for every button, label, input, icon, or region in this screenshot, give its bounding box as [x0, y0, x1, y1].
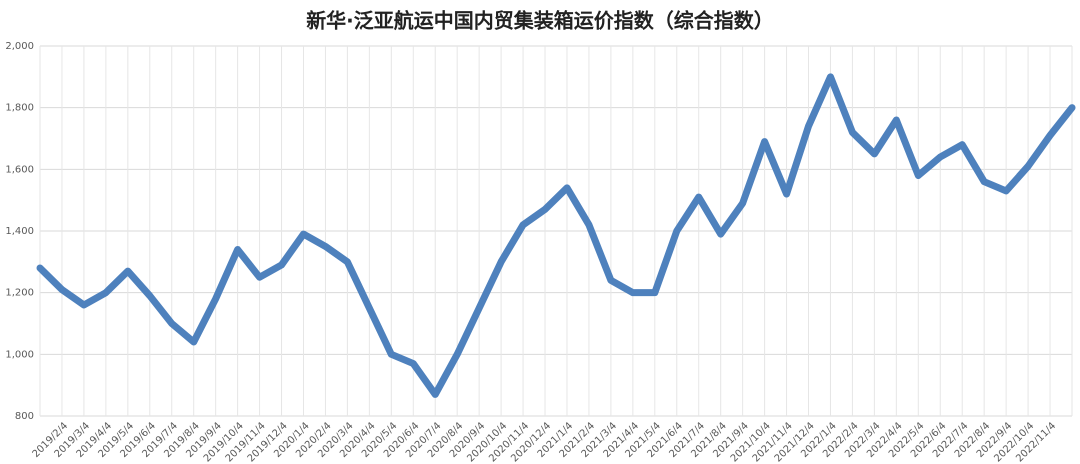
y-tick-label: 1,200: [5, 288, 34, 299]
series-line: [36, 73, 1076, 398]
y-tick-label: 1,400: [5, 226, 34, 237]
y-tick-label: 1,600: [5, 164, 34, 175]
y-tick-label: 800: [15, 411, 34, 422]
chart-title: 新华·泛亚航运中国内贸集装箱运价指数（综合指数）: [306, 9, 774, 33]
y-tick-label: 1,800: [5, 103, 34, 114]
y-tick-label: 1,000: [5, 349, 34, 360]
y-tick-label: 2,000: [5, 41, 34, 52]
